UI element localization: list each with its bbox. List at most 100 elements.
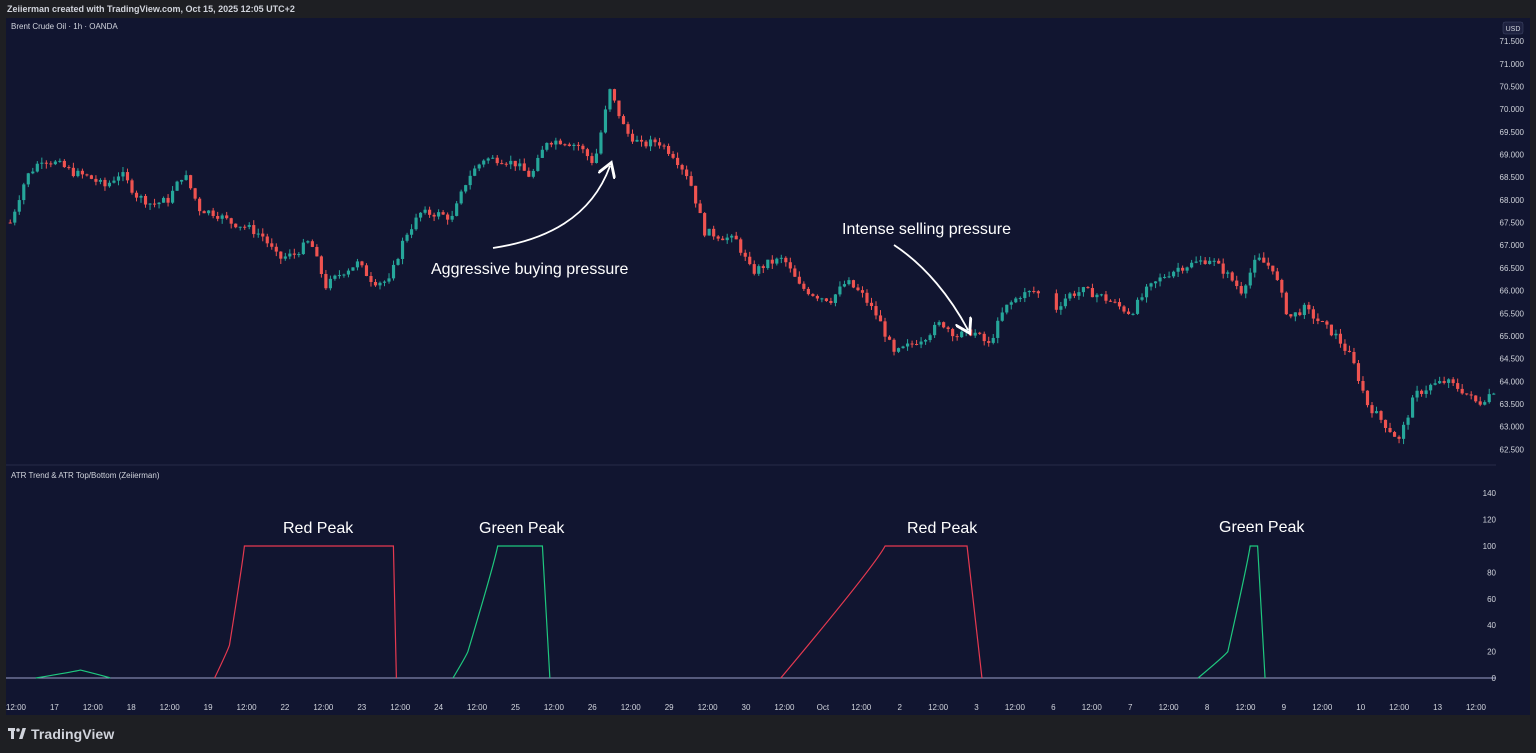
candle-body — [396, 258, 400, 265]
price-pane[interactable] — [8, 88, 1496, 445]
candle-body — [996, 320, 1000, 338]
candle-body — [694, 185, 698, 204]
candle-body — [441, 212, 445, 215]
candle-body — [905, 343, 910, 347]
candle-body — [1086, 287, 1090, 289]
candle-body — [590, 156, 594, 163]
time-axis[interactable]: 12:00 17 12:00 18 12:00 19 12:00 22 12:00 23 12:00… — [6, 703, 1487, 712]
atr-tick-label: 0 — [1492, 674, 1497, 683]
candle-body — [229, 218, 233, 224]
time-tick-label: 29 — [665, 703, 674, 712]
candle-body — [1266, 262, 1270, 266]
candle-body — [310, 241, 314, 247]
time-tick-label: 22 — [280, 703, 289, 712]
candle-body — [387, 278, 391, 282]
candle-body — [603, 109, 608, 133]
time-tick-label: Oct — [817, 703, 830, 712]
time-tick-label: 12:00 — [621, 703, 642, 712]
time-tick-label: 12:00 — [774, 703, 795, 712]
candle-body — [13, 211, 17, 223]
buying-annotation: Aggressive buying pressure — [431, 261, 629, 278]
chart-frame[interactable]: 62.500 63.000 63.500 64.000 64.500 65.000 65.5… — [6, 18, 1530, 715]
candle-body — [378, 282, 382, 286]
time-tick-label: 3 — [974, 703, 979, 712]
candle-body — [252, 225, 256, 235]
atr-axis[interactable]: 0 20 40 60 80 100 120 140 — [1483, 489, 1497, 683]
candle-body — [1343, 343, 1347, 351]
time-tick-label: 12:00 — [467, 703, 488, 712]
candle-body — [833, 294, 837, 303]
candle-body — [121, 172, 125, 177]
candle-body — [1108, 300, 1113, 302]
candle-body — [495, 157, 499, 164]
time-tick-label: 26 — [588, 703, 597, 712]
candle-body — [1226, 272, 1230, 274]
candle-body — [797, 276, 801, 284]
candle-body — [698, 203, 702, 214]
candle-body — [292, 253, 296, 255]
red-peak-label-2: Red Peak — [907, 520, 978, 537]
candle-body — [748, 256, 752, 265]
candle-body — [793, 268, 797, 277]
candle-body — [648, 139, 653, 147]
candle-body — [513, 160, 517, 167]
candle-body — [1298, 312, 1302, 316]
green-peak-label-2: Green Peak — [1219, 519, 1305, 536]
candle-body — [1460, 388, 1464, 394]
candle-body — [1212, 260, 1216, 262]
currency-badge[interactable]: USD — [1502, 21, 1524, 35]
candle-body — [1370, 405, 1374, 414]
candle-body — [49, 163, 53, 165]
atr-pane-title: ATR Trend & ATR Top/Bottom (Zeiierman) — [11, 471, 160, 480]
candle-body — [1275, 271, 1279, 280]
candle-body — [594, 153, 599, 163]
red-peak-label-1: Red Peak — [283, 520, 354, 537]
time-tick-label: 7 — [1128, 703, 1133, 712]
candle-body — [1153, 281, 1158, 284]
candle-body — [1000, 312, 1004, 321]
time-tick-label: 17 — [50, 703, 59, 712]
candle-body — [337, 275, 341, 277]
attribution-text: Zeiierman created with TradingView.com, … — [7, 4, 295, 14]
candle-body — [351, 267, 355, 271]
candle-body — [198, 198, 202, 212]
price-tick-label: 67.000 — [1500, 241, 1525, 250]
candle-body — [1158, 277, 1162, 282]
candle-body — [171, 190, 175, 203]
candle-body — [761, 266, 765, 269]
candle-body — [1338, 333, 1343, 344]
candle-body — [1447, 379, 1451, 383]
candle-body — [1352, 351, 1356, 364]
candle-body — [721, 238, 725, 241]
candle-body — [103, 179, 107, 187]
price-axis[interactable]: 62.500 63.000 63.500 64.000 64.500 65.000 65.5… — [1500, 37, 1525, 454]
candle-body — [1438, 381, 1442, 384]
candle-body — [978, 332, 982, 334]
candle-body — [112, 180, 116, 183]
candle-body — [80, 170, 84, 175]
candle-body — [924, 340, 928, 342]
candle-body — [234, 223, 238, 228]
tradingview-logo[interactable]: TradingView — [8, 726, 114, 742]
candle-body — [739, 239, 743, 253]
time-tick-label: 12:00 — [237, 703, 258, 712]
candle-body — [459, 191, 463, 204]
time-tick-label: 12:00 — [1389, 703, 1410, 712]
candle-body — [446, 214, 450, 220]
candle-body — [1027, 290, 1031, 293]
atr-pane[interactable] — [6, 545, 1496, 679]
chart-canvas[interactable]: 62.500 63.000 63.500 64.000 64.500 65.000 65.5… — [6, 18, 1530, 715]
selling-annotation: Intense selling pressure — [842, 221, 1011, 238]
candle-body — [1320, 321, 1324, 323]
candle-body — [1388, 427, 1392, 433]
candle-body — [468, 175, 472, 186]
candle-body — [527, 170, 531, 177]
candle-body — [685, 169, 689, 177]
candle-body — [572, 144, 576, 146]
candle-body — [554, 140, 558, 145]
candle-body — [432, 214, 436, 217]
candle-body — [1307, 304, 1311, 310]
candle-body — [1063, 298, 1067, 307]
candle-body — [139, 195, 143, 198]
time-tick-label: 25 — [511, 703, 520, 712]
